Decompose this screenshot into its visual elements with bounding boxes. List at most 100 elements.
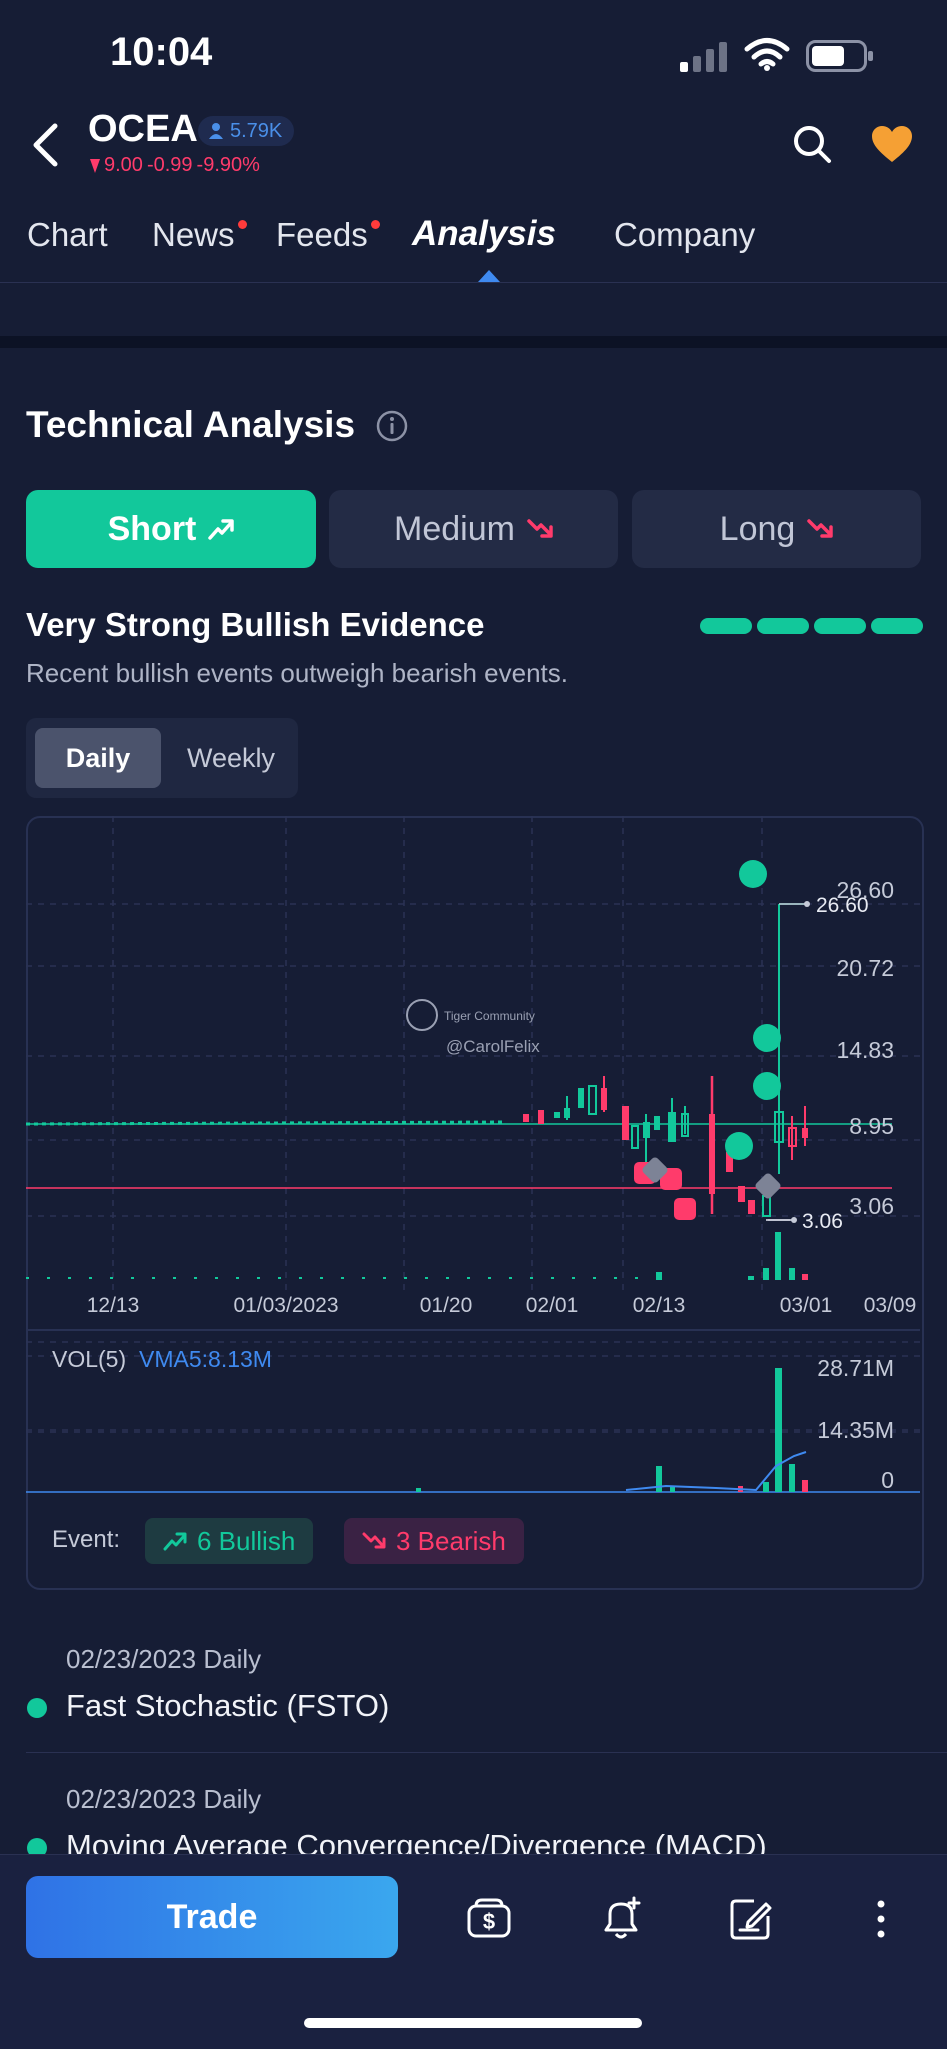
trend-up-icon: [163, 1532, 187, 1551]
strength-bar: [757, 618, 809, 634]
followers-badge[interactable]: 5.79K: [198, 116, 295, 146]
tab-news[interactable]: News: [152, 216, 247, 254]
price-tick: 26.60: [836, 877, 894, 903]
x-tick: 03/09: [864, 1294, 917, 1317]
strength-bar: [814, 618, 866, 634]
max-price-label: 26.60: [816, 894, 869, 917]
volume-axis: 28.71M 14.35M 0: [817, 1355, 894, 1493]
term-long-label: Long: [719, 509, 796, 548]
price-tick: 14.83: [836, 1037, 894, 1063]
favorite-heart-icon[interactable]: [870, 124, 914, 164]
tab-feeds[interactable]: Feeds: [276, 216, 380, 254]
term-long-button[interactable]: Long: [632, 490, 921, 568]
price-tick: 20.72: [836, 955, 894, 981]
trend-down-icon: [807, 519, 834, 538]
last-price: 9.00: [104, 154, 143, 176]
volume-tick: 14.35M: [817, 1417, 894, 1443]
term-short-button[interactable]: Short: [26, 490, 316, 568]
wallet-dollar-icon[interactable]: $: [466, 1896, 512, 1942]
price-axis: 26.60 20.72 14.83 8.95 3.06: [836, 877, 894, 1219]
more-vertical-icon[interactable]: [858, 1896, 904, 1942]
wifi-icon: [744, 38, 790, 71]
bullish-dot: [27, 1838, 47, 1858]
svg-text:$: $: [483, 1909, 495, 1934]
min-price-label: 3.06: [802, 1210, 843, 1233]
person-icon: [209, 123, 223, 139]
price-change-pct: -9.90%: [196, 154, 260, 176]
x-axis: 12/13 01/03/2023 01/20 02/01 02/13 03/01…: [87, 1294, 917, 1317]
bullish-event-marker: [753, 1072, 781, 1100]
volume-tick: 28.71M: [817, 1355, 894, 1381]
trade-button[interactable]: Trade: [26, 1876, 398, 1958]
trend-up-icon: [208, 519, 235, 540]
event-date: 02/23/2023 Daily: [66, 1784, 262, 1814]
term-short-label: Short: [107, 509, 197, 548]
event-label: Event:: [52, 1526, 121, 1553]
bearish-events-chip[interactable]: 3 Bearish: [344, 1518, 524, 1564]
home-indicator: [304, 2018, 642, 2028]
neutral-event-marker: [755, 1173, 781, 1199]
volume-grid: [26, 1355, 920, 1431]
down-triangle-icon: [90, 158, 100, 173]
price-tick: 3.06: [849, 1193, 894, 1219]
period-toggle: Daily Weekly: [26, 718, 298, 798]
tab-chart[interactable]: Chart: [27, 216, 108, 254]
price-flat-series: [26, 1120, 507, 1126]
tab-bar: Chart News Feeds Analysis Company: [0, 212, 947, 282]
bearish-count: 3 Bearish: [396, 1525, 506, 1556]
volume-label: VOL(5): [52, 1346, 127, 1372]
tab-analysis[interactable]: Analysis: [412, 214, 556, 254]
x-tick: 03/01: [780, 1294, 833, 1317]
bullish-event-marker: [753, 1024, 781, 1052]
event-name[interactable]: Fast Stochastic (FSTO): [66, 1688, 390, 1723]
x-tick: 01/03/2023: [233, 1294, 338, 1317]
edit-note-icon[interactable]: [728, 1896, 774, 1942]
strength-meter: [700, 618, 923, 634]
tab-feeds-label: Feeds: [276, 216, 368, 253]
bullish-events-chip[interactable]: 6 Bullish: [145, 1518, 314, 1564]
event-markers[interactable]: [634, 860, 782, 1220]
list-separator: [26, 1752, 947, 1753]
section-divider: [0, 336, 947, 348]
bullish-dot: [27, 1698, 47, 1718]
bearish-event-marker: [674, 1198, 696, 1220]
status-time: 10:04: [110, 30, 213, 74]
x-tick: 02/01: [526, 1294, 579, 1317]
price-line: 9.00 -0.99 -9.90%: [90, 154, 260, 177]
vma-label: VMA5:8.13M: [139, 1346, 272, 1372]
divider: [0, 282, 947, 283]
info-icon[interactable]: [376, 410, 408, 442]
volume-tick: 0: [881, 1467, 894, 1493]
price-pane-volume: [26, 1232, 808, 1280]
price-chart[interactable]: Tiger Community @CarolFelix: [26, 816, 922, 1496]
event-date: 02/23/2023 Daily: [66, 1644, 262, 1674]
x-tick: 02/13: [633, 1294, 686, 1317]
back-chevron-icon[interactable]: [30, 122, 60, 168]
vma-line: [625, 1451, 807, 1492]
term-medium-label: Medium: [394, 509, 515, 548]
period-daily-button[interactable]: Daily: [35, 728, 161, 788]
stock-ticker: OCEA: [88, 108, 198, 150]
alert-bell-add-icon[interactable]: [598, 1896, 644, 1942]
period-weekly-button[interactable]: Weekly: [186, 742, 276, 773]
evidence-subtitle: Recent bullish events outweigh bearish e…: [26, 658, 568, 688]
strength-bar: [700, 618, 752, 634]
term-medium-button[interactable]: Medium: [329, 490, 618, 568]
trend-down-icon: [527, 519, 553, 538]
cellular-signal-icon: [680, 42, 727, 72]
x-tick: 01/20: [420, 1294, 473, 1317]
strength-bar: [871, 618, 923, 634]
bullish-count: 6 Bullish: [197, 1525, 296, 1556]
min-marker: 3.06: [766, 1210, 843, 1233]
tab-company-label: Company: [614, 216, 756, 253]
tab-news-label: News: [152, 216, 235, 253]
evidence-title: Very Strong Bullish Evidence: [26, 606, 485, 643]
notification-dot: [237, 220, 247, 229]
tab-analysis-label: Analysis: [412, 214, 556, 253]
active-tab-indicator: [478, 270, 500, 282]
watermark-brand: Tiger Community: [444, 1009, 535, 1023]
battery-icon: [806, 40, 873, 72]
search-icon[interactable]: [792, 124, 832, 164]
tab-company[interactable]: Company: [614, 216, 755, 254]
bullish-event-marker: [739, 860, 767, 888]
